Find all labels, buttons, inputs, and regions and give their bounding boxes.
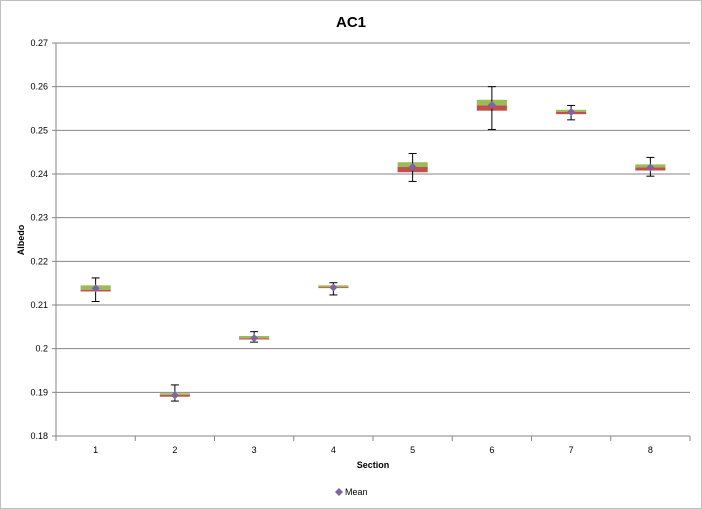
mean-marker-series [91, 101, 655, 400]
mean-marker [567, 107, 576, 116]
x-axis-title: Section [357, 460, 390, 470]
y-tick-label: 0.23 [30, 213, 48, 223]
x-tick-label: 1 [93, 445, 98, 455]
legend-label-mean: Mean [345, 487, 368, 497]
mean-marker [646, 163, 655, 172]
legend-mean-marker [335, 488, 343, 496]
x-tick-label: 5 [410, 445, 415, 455]
y-tick-label: 0.19 [30, 387, 48, 397]
y-tick-label: 0.25 [30, 125, 48, 135]
mean-marker [170, 391, 179, 400]
y-tick-label: 0.24 [30, 169, 48, 179]
box-series [80, 99, 666, 397]
mean-marker [250, 334, 259, 343]
y-axis-title: Albedo [16, 224, 26, 255]
x-tick-label: 6 [489, 445, 494, 455]
x-axis-tick-labels: 1 2 3 4 5 6 7 8 [93, 445, 653, 455]
y-tick-label: 0.18 [30, 431, 48, 441]
y-tick-label: 0.22 [30, 256, 48, 266]
x-tick-label: 4 [331, 445, 336, 455]
y-tick-label: 0.27 [30, 38, 48, 48]
y-axis-tick-labels: 0.18 0.19 0.2 0.21 0.22 0.23 0.24 0.25 0.26 0.27 [30, 38, 48, 441]
x-tick-label: 3 [252, 445, 257, 455]
mean-marker [408, 163, 417, 172]
x-tick-label: 7 [569, 445, 574, 455]
mean-marker [487, 101, 496, 110]
whisker-series [91, 86, 655, 402]
mean-marker [329, 283, 338, 292]
x-tick-label: 2 [172, 445, 177, 455]
x-tick-label: 8 [648, 445, 653, 455]
legend: Mean [335, 487, 368, 497]
y-tick-label: 0.26 [30, 82, 48, 92]
y-tick-label: 0.21 [30, 300, 48, 310]
chart-title: AC1 [336, 14, 366, 31]
y-tick-label: 0.2 [35, 344, 48, 354]
mean-marker [91, 284, 100, 293]
gridlines [52, 42, 691, 441]
